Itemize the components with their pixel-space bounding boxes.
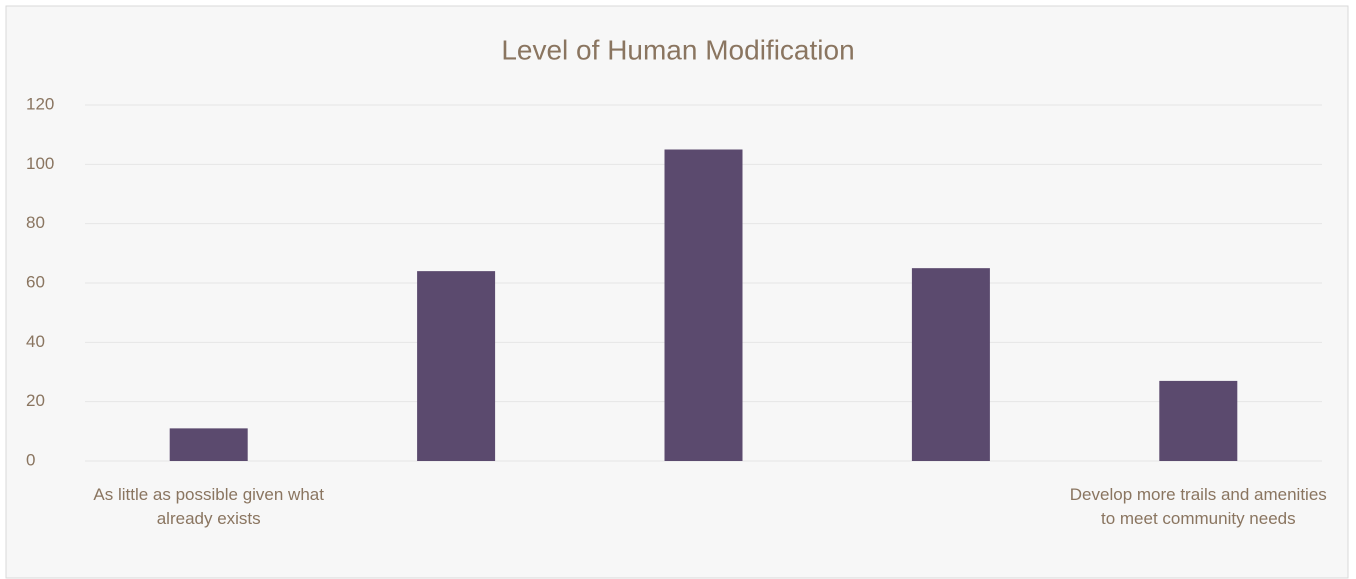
x-tick-label: As little as possible given what already… [93, 485, 324, 528]
bar [169, 428, 248, 461]
y-tick-label: 80 [26, 213, 45, 232]
y-tick-label: 40 [26, 332, 45, 351]
bar [1159, 380, 1238, 461]
y-tick-label: 0 [26, 450, 35, 469]
chart-title: Level of Human Modification [501, 34, 854, 65]
y-tick-label: 60 [26, 272, 45, 291]
x-tick-label: Develop more trails and amenities to mee… [1069, 485, 1327, 528]
bar [664, 149, 743, 461]
y-tick-label: 100 [26, 154, 54, 173]
y-tick-label: 20 [26, 391, 45, 410]
bar [417, 271, 496, 461]
bar [911, 268, 990, 461]
y-tick-label: 120 [26, 94, 54, 113]
